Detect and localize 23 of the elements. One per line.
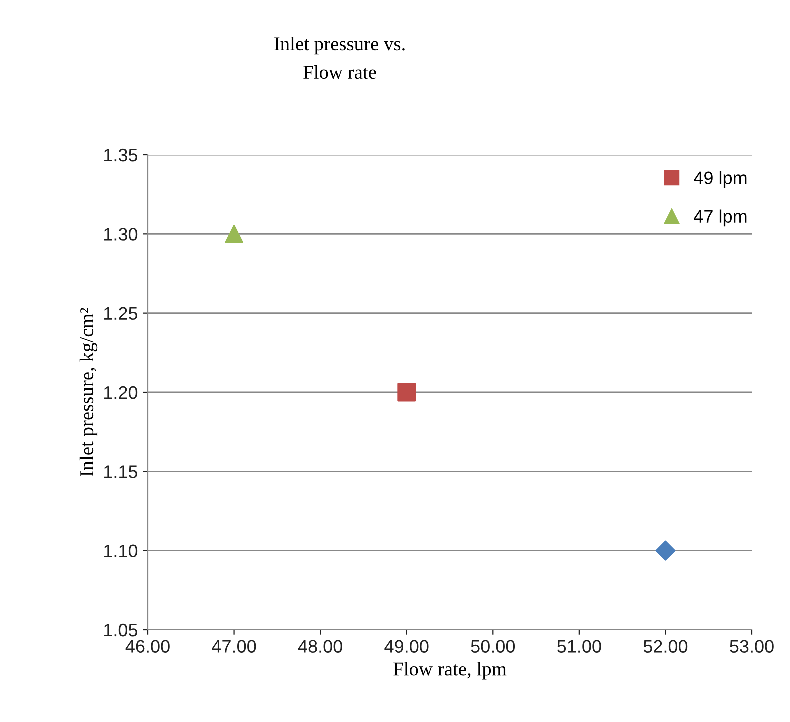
y-tick-label: 1.25: [104, 307, 138, 320]
y-axis-title: Inlet pressure, kg/cm²: [80, 308, 98, 477]
y-tick-label: 1.35: [104, 148, 138, 162]
point: [225, 224, 244, 244]
x-axis-title: Flow rate, lpm: [394, 662, 507, 680]
legend-label: 49 lpm: [694, 171, 747, 188]
x-tick-label: 46.00: [126, 640, 170, 653]
x-tick-label: 53.00: [730, 640, 774, 653]
y-tick-label: 1.30: [104, 228, 138, 241]
point: [398, 383, 416, 402]
point: [656, 540, 676, 561]
y-tick-label: 1.10: [104, 544, 138, 558]
chart-title: Inlet pressure vs. Flow rate: [274, 36, 405, 80]
y-tick-label: 1.20: [104, 386, 138, 400]
x-tick-label: 48.00: [298, 640, 342, 653]
x-tick-label: 49.00: [384, 640, 429, 653]
x-tick-label: 52.00: [644, 640, 688, 653]
x-tick-label: 47.00: [212, 640, 256, 653]
x-tick-label: 51.00: [558, 640, 602, 653]
legend-label: 47 lpm: [694, 210, 747, 227]
y-tick-label: 1.15: [104, 466, 138, 478]
y-tick-label: 1.05: [104, 624, 138, 637]
x-tick-label: 50.00: [471, 640, 516, 653]
